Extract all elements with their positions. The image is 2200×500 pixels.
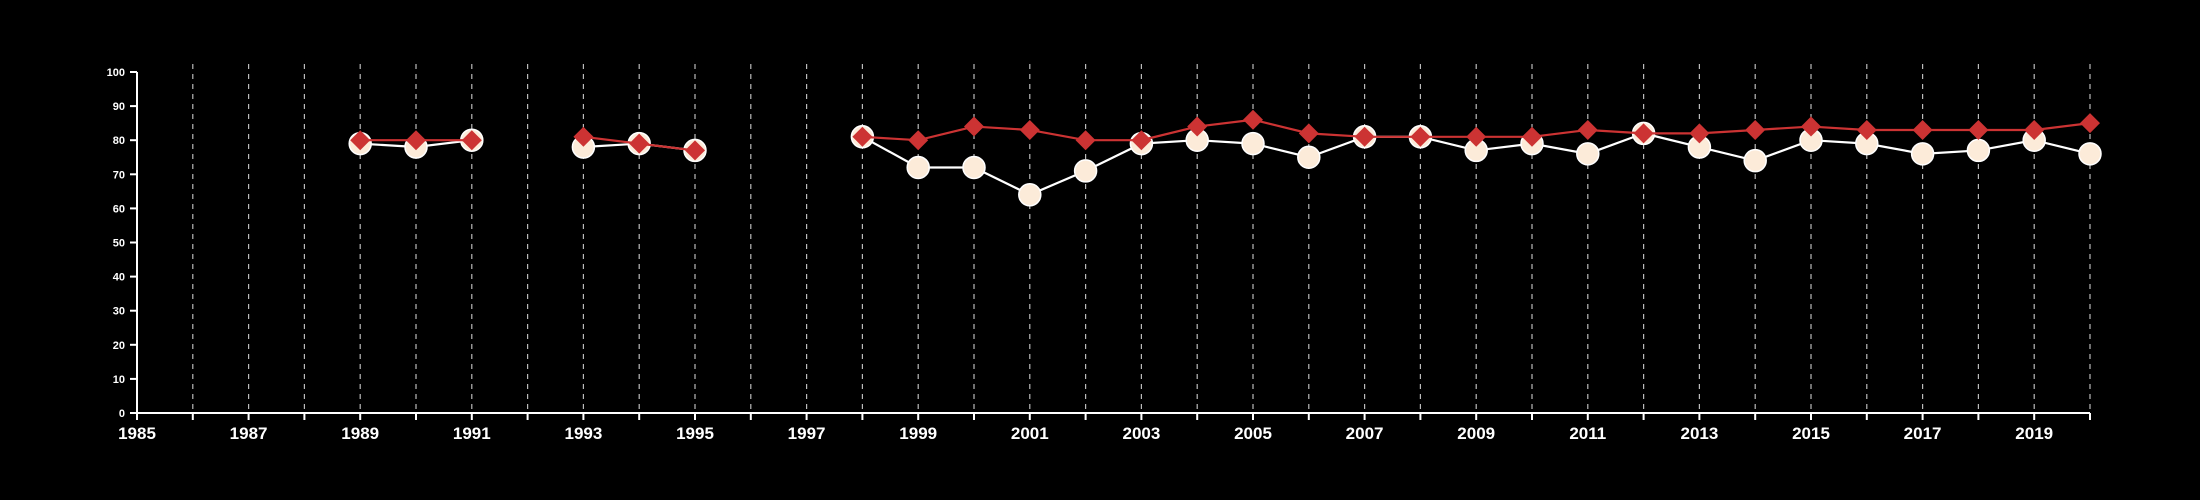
- data-point: [1187, 116, 1208, 137]
- data-point: [1241, 131, 1265, 156]
- data-point: [350, 130, 371, 151]
- data-point: [908, 130, 929, 151]
- y-tick-label: 80: [113, 135, 125, 147]
- x-tick-label: 2001: [1011, 424, 1049, 443]
- data-point: [1966, 138, 1991, 163]
- data-point: [2024, 119, 2045, 140]
- y-tick-label: 50: [113, 238, 125, 250]
- x-tick-label: 1995: [676, 424, 714, 443]
- data-point: [461, 130, 482, 151]
- x-tick-label: 1987: [230, 424, 268, 443]
- data-point: [852, 126, 873, 147]
- data-point: [964, 116, 984, 137]
- data-point: [1968, 119, 1989, 140]
- data-point: [406, 130, 426, 151]
- data-point: [1522, 126, 1542, 147]
- data-point: [1910, 142, 1935, 166]
- data-point: [1633, 123, 1654, 144]
- data-point: [685, 140, 705, 161]
- x-tick-label: 1991: [453, 424, 491, 443]
- data-point: [1354, 126, 1375, 147]
- data-series: [348, 109, 2102, 207]
- y-tick-label: 40: [113, 272, 125, 284]
- x-tick-label: 1985: [118, 424, 156, 443]
- axes: 0 10 20 30 40 50 60 70 80 90 100 1985 1987 1989 1991 19…: [107, 67, 2091, 443]
- data-point: [1745, 119, 1766, 140]
- x-tick-label: 2005: [1234, 424, 1272, 443]
- x-tick-label: 2003: [1122, 424, 1160, 443]
- data-point: [1577, 119, 1598, 140]
- data-point: [573, 126, 594, 147]
- y-tick-label: 60: [113, 203, 125, 215]
- x-tick-label: 2013: [1680, 424, 1718, 443]
- x-tick-label: 2007: [1346, 424, 1384, 443]
- series-circle: [348, 121, 2102, 207]
- y-tick-label: 70: [113, 169, 125, 181]
- x-tick-label: 2017: [1904, 424, 1942, 443]
- grid-lines: [192, 64, 2091, 413]
- data-point: [1019, 119, 1040, 140]
- data-point: [1243, 109, 1263, 130]
- data-point: [1801, 116, 1821, 137]
- data-point: [1856, 119, 1877, 140]
- y-tick-label: 0: [119, 408, 125, 420]
- x-tick-label: 1989: [341, 424, 379, 443]
- data-point: [1298, 123, 1319, 144]
- data-point: [1912, 119, 1933, 140]
- y-tick-label: 90: [113, 101, 125, 113]
- x-tick-label: 1999: [899, 424, 937, 443]
- x-tick-label: 2011: [1569, 424, 1606, 443]
- data-point: [1075, 130, 1096, 151]
- y-tick-label: 10: [113, 374, 125, 386]
- y-tick-label: 20: [113, 340, 125, 352]
- data-point: [1743, 148, 1767, 173]
- data-point: [962, 155, 986, 180]
- data-point: [1689, 123, 1710, 144]
- x-tick-label: 2009: [1457, 424, 1495, 443]
- data-point: [2080, 113, 2100, 134]
- data-point: [629, 133, 650, 154]
- data-point: [1576, 142, 1600, 166]
- x-tick-label: 2019: [2015, 424, 2053, 443]
- x-tick-label: 2015: [1792, 424, 1830, 443]
- data-point: [906, 155, 930, 180]
- x-tick-label: 1997: [788, 424, 826, 443]
- x-tick-label: 1993: [564, 424, 602, 443]
- y-tick-label: 100: [107, 67, 125, 79]
- data-point: [2078, 142, 2102, 166]
- data-point: [1466, 126, 1487, 147]
- data-point: [1297, 145, 1321, 169]
- data-point: [1073, 159, 1098, 183]
- y-tick-label: 30: [113, 306, 125, 318]
- data-point: [1410, 126, 1431, 147]
- data-point: [1131, 130, 1152, 151]
- series-diamond: [350, 109, 2100, 161]
- data-point: [1018, 183, 1042, 207]
